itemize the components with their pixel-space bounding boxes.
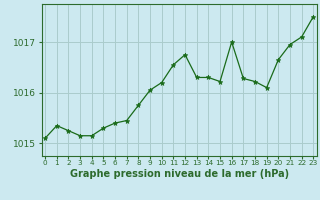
X-axis label: Graphe pression niveau de la mer (hPa): Graphe pression niveau de la mer (hPa) [70,169,289,179]
